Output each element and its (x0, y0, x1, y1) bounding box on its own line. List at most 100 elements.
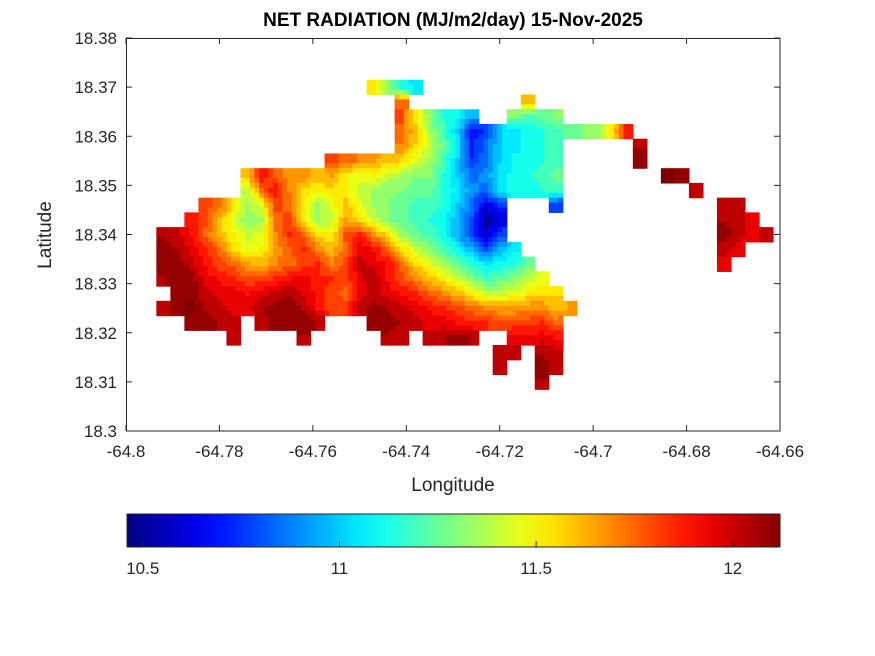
heatmap-cell (249, 261, 256, 268)
heatmap-cell (721, 227, 727, 233)
heatmap-cell (245, 276, 251, 282)
heatmap-cell (460, 202, 466, 209)
heatmap-cell (170, 232, 176, 238)
heatmap-cell (333, 178, 340, 184)
heatmap-cell (217, 207, 223, 213)
heatmap-cell (282, 295, 288, 302)
heatmap-cell (431, 143, 438, 150)
heatmap-cell (338, 163, 344, 169)
heatmap-cell (474, 182, 480, 189)
heatmap-cell (427, 315, 433, 322)
heatmap-cell (534, 173, 541, 179)
heatmap-cell (217, 251, 223, 258)
heatmap-cell (268, 197, 274, 204)
heatmap-cell (436, 295, 442, 302)
heatmap-cell (492, 369, 498, 376)
heatmap-cell (226, 251, 232, 258)
heatmap-cell (450, 192, 456, 199)
heatmap-cell (352, 217, 358, 223)
heatmap-cell (427, 310, 433, 317)
heatmap-cell (534, 330, 541, 336)
heatmap-cell (548, 197, 555, 204)
heatmap-cell (460, 300, 466, 307)
heatmap-cell (361, 158, 368, 164)
heatmap-cell (693, 182, 699, 189)
heatmap-cell (483, 305, 489, 312)
heatmap-cell (394, 79, 400, 86)
heatmap-cell (249, 246, 256, 253)
heatmap-cell (474, 236, 480, 243)
heatmap-cell (544, 310, 550, 317)
heatmap-cell (530, 300, 536, 307)
heatmap-cell (184, 290, 190, 297)
heatmap-cell (268, 187, 274, 194)
heatmap-cell (203, 310, 209, 317)
heatmap-cell (361, 187, 368, 194)
heatmap-cell (460, 232, 466, 238)
heatmap-cell (408, 276, 414, 282)
heatmap-cell (525, 148, 531, 155)
heatmap-cell (310, 187, 316, 194)
heatmap-cell (380, 300, 386, 307)
heatmap-cell (240, 227, 246, 233)
heatmap-cell (455, 143, 461, 150)
heatmap-cell (366, 320, 372, 326)
heatmap-cell (315, 295, 321, 302)
heatmap-cell (520, 335, 527, 341)
heatmap-cell (548, 207, 555, 213)
heatmap-cell (296, 256, 302, 263)
heatmap-cell (347, 192, 354, 199)
heatmap-cell (441, 305, 447, 312)
heatmap-cell (497, 261, 503, 268)
heatmap-cell (399, 138, 405, 145)
heatmap-cell (474, 271, 480, 277)
heatmap-cell (413, 168, 419, 174)
heatmap-cell (291, 236, 298, 243)
heatmap-cell (735, 202, 741, 209)
heatmap-cell (249, 222, 256, 228)
heatmap-cell (758, 236, 765, 243)
heatmap-cell (301, 325, 307, 331)
heatmap-cell (539, 349, 545, 356)
heatmap-cell (492, 290, 498, 297)
heatmap-cell (221, 295, 228, 302)
heatmap-cell (450, 133, 456, 140)
heatmap-cell (217, 241, 223, 248)
heatmap-cell (361, 261, 368, 268)
heatmap-cell (403, 286, 410, 292)
heatmap-cell (399, 123, 405, 130)
heatmap-cell (497, 256, 503, 263)
heatmap-cell (357, 158, 363, 164)
heatmap-cell (240, 217, 246, 223)
heatmap-cell (525, 300, 531, 307)
heatmap-cell (441, 241, 447, 248)
heatmap-cell (730, 202, 737, 209)
heatmap-cell (249, 310, 256, 317)
heatmap-cell (221, 305, 228, 312)
heatmap-cell (511, 354, 517, 361)
y-tick-label: 18.33 (74, 275, 117, 294)
heatmap-cell (175, 246, 181, 253)
heatmap-cell (277, 232, 284, 238)
colorbar-tick-label: 11.5 (520, 559, 552, 578)
heatmap-cell (488, 246, 494, 253)
heatmap-cell (544, 335, 550, 341)
heatmap-cell (763, 227, 769, 233)
heatmap-cell (460, 109, 466, 115)
heatmap-cell (282, 246, 288, 253)
heatmap-cell (422, 271, 428, 277)
heatmap-cell (333, 192, 340, 199)
heatmap-cell (273, 207, 279, 213)
heatmap-cell (464, 173, 470, 179)
heatmap-cell (525, 178, 531, 184)
heatmap-cell (235, 207, 242, 213)
heatmap-cell (357, 163, 363, 169)
heatmap-cell (506, 178, 512, 184)
heatmap-cell (506, 286, 512, 292)
heatmap-cell (417, 197, 424, 204)
heatmap-cell (497, 286, 503, 292)
heatmap-cell (740, 227, 746, 233)
heatmap-cell (389, 212, 396, 218)
heatmap-cell (221, 202, 228, 209)
heatmap-cell (488, 266, 494, 272)
